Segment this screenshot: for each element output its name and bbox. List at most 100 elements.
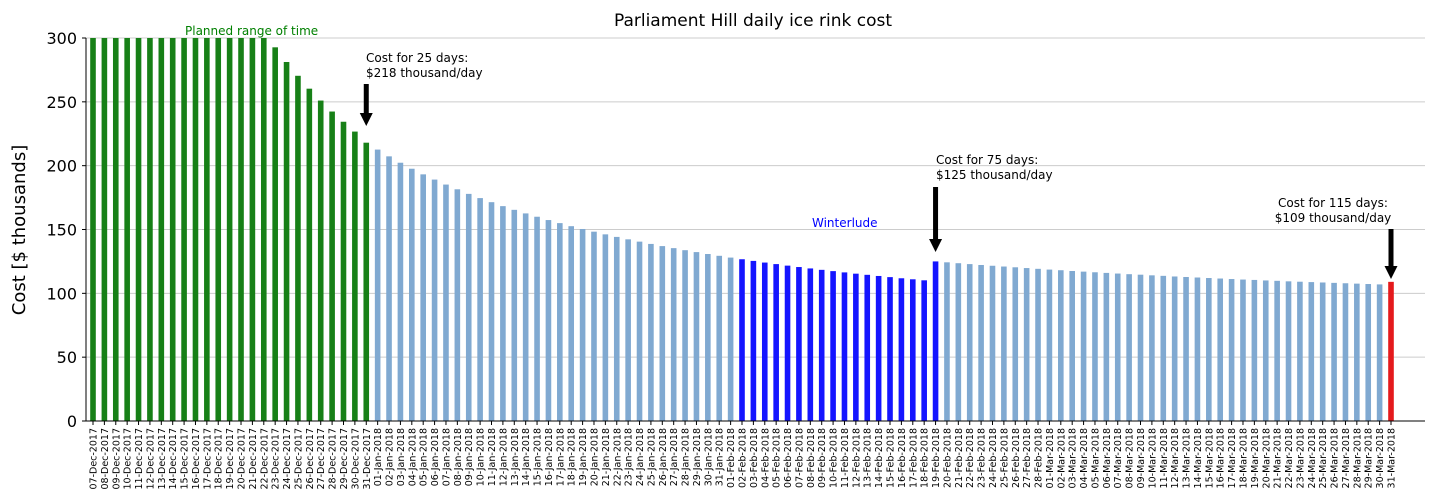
bar-24-Mar-2018 [1308, 282, 1315, 421]
x-tick-label: 06-Feb-2018 [783, 428, 794, 488]
x-tick-label: 07-Jan-2018 [441, 428, 452, 486]
bar-08-Jan-2018 [454, 189, 461, 421]
bar-15-Dec-2017 [181, 38, 187, 421]
x-tick-label: 07-Feb-2018 [794, 428, 805, 488]
x-tick-label: 09-Jan-2018 [464, 428, 475, 486]
bar-17-Dec-2017 [204, 38, 210, 421]
bars [90, 38, 1394, 422]
x-tick-label: 04-Feb-2018 [760, 428, 771, 488]
x-tick-label: 23-Feb-2018 [977, 428, 988, 488]
bar-08-Mar-2018 [1126, 274, 1132, 421]
x-tick-label: 15-Feb-2018 [886, 428, 897, 488]
y-tick-label: 50 [57, 348, 77, 367]
bar-20-Feb-2018 [944, 262, 950, 421]
bar-24-Feb-2018 [989, 265, 996, 421]
bar-15-Jan-2018 [534, 216, 540, 421]
bar-22-Dec-2017 [260, 38, 267, 421]
x-tick-label: 08-Feb-2018 [806, 428, 817, 488]
bar-09-Feb-2018 [818, 269, 825, 421]
planned-range-label: Planned range of time [185, 24, 318, 38]
bar-30-Jan-2018 [705, 254, 711, 421]
y-tick-label: 100 [46, 284, 77, 303]
bar-13-Dec-2017 [158, 38, 165, 421]
x-tick-label: 28-Jan-2018 [681, 428, 692, 486]
annotation-line2: $109 thousand/day [1275, 211, 1392, 225]
x-tick-label: 23-Dec-2017 [271, 428, 282, 490]
y-tick-label: 250 [46, 93, 77, 112]
x-tick-label: 29-Mar-2018 [1364, 428, 1375, 488]
bar-11-Dec-2017 [135, 38, 142, 421]
x-tick-label: 31-Dec-2017 [362, 428, 373, 490]
x-tick-label: 26-Jan-2018 [658, 428, 669, 486]
bar-09-Mar-2018 [1137, 274, 1144, 421]
x-tick-label: 13-Dec-2017 [157, 428, 168, 490]
x-tick-label: 17-Dec-2017 [202, 428, 213, 490]
bar-11-Feb-2018 [841, 272, 848, 421]
x-tick-label: 20-Jan-2018 [589, 428, 600, 486]
x-tick-label: 24-Dec-2017 [282, 428, 293, 490]
x-tick-label: 20-Mar-2018 [1261, 428, 1272, 488]
x-tick-label: 11-Feb-2018 [840, 428, 851, 488]
annotation-3: Cost for 115 days:$109 thousand/day [1275, 196, 1398, 279]
x-tick-label: 27-Jan-2018 [669, 428, 680, 486]
bar-03-Jan-2018 [397, 162, 404, 421]
x-tick-label: 01-Mar-2018 [1045, 428, 1056, 488]
bar-21-Mar-2018 [1274, 280, 1280, 421]
x-tick-label: 03-Feb-2018 [749, 428, 760, 488]
bar-31-Mar-2018 [1388, 281, 1394, 421]
bar-22-Feb-2018 [966, 264, 973, 421]
x-tick-label: 22-Jan-2018 [612, 428, 623, 486]
bar-06-Feb-2018 [784, 265, 791, 421]
annotation-arrow-head [359, 113, 373, 126]
x-tick-label: 19-Feb-2018 [931, 428, 942, 488]
bar-13-Jan-2018 [511, 209, 518, 421]
y-tick-labels: 0 50 100 150 200 250 300 [46, 29, 86, 431]
chart-title: Parliament Hill daily ice rink cost [614, 11, 892, 31]
bar-18-Jan-2018 [568, 226, 575, 421]
annotation-2: Cost for 75 days:$125 thousand/day [929, 153, 1053, 252]
annotation-arrow-head [929, 239, 943, 252]
x-tick-label: 31-Jan-2018 [715, 428, 726, 486]
bar-04-Mar-2018 [1080, 271, 1087, 421]
bar-05-Mar-2018 [1092, 272, 1098, 421]
bar-17-Mar-2018 [1228, 279, 1235, 421]
bar-21-Feb-2018 [955, 263, 962, 421]
x-tick-label: 13-Mar-2018 [1182, 428, 1193, 488]
x-tick-label: 11-Jan-2018 [487, 428, 498, 486]
x-tick-label: 16-Feb-2018 [897, 428, 908, 488]
x-tick-label: 19-Mar-2018 [1250, 428, 1261, 488]
bar-31-Dec-2017 [363, 142, 370, 422]
x-tick-label: 27-Feb-2018 [1022, 428, 1033, 488]
bar-18-Dec-2017 [215, 38, 222, 421]
y-axis-label: Cost [$ thousands] [9, 145, 30, 315]
bar-01-Jan-2018 [374, 149, 381, 421]
x-tick-label: 27-Mar-2018 [1341, 428, 1352, 488]
x-tick-label: 21-Jan-2018 [601, 428, 612, 486]
bar-25-Jan-2018 [648, 243, 654, 421]
x-tick-label: 17-Feb-2018 [908, 428, 919, 488]
x-tick-label: 26-Mar-2018 [1330, 428, 1341, 488]
x-tick-label: 19-Jan-2018 [578, 428, 589, 486]
x-tick-label: 26-Dec-2017 [305, 428, 316, 490]
bar-24-Dec-2017 [283, 62, 290, 421]
bar-15-Feb-2018 [887, 277, 893, 421]
bar-05-Feb-2018 [773, 264, 779, 421]
bar-18-Feb-2018 [921, 280, 927, 421]
bar-19-Mar-2018 [1251, 279, 1258, 421]
bar-06-Jan-2018 [431, 179, 438, 421]
bar-06-Mar-2018 [1103, 272, 1110, 421]
annotation-arrow-shaft [933, 187, 939, 240]
bar-20-Mar-2018 [1262, 280, 1269, 421]
y-tick-label: 200 [46, 157, 77, 176]
bar-29-Jan-2018 [693, 252, 700, 421]
bar-02-Feb-2018 [739, 259, 745, 421]
bar-21-Jan-2018 [602, 234, 609, 421]
x-tick-label: 24-Mar-2018 [1307, 428, 1318, 488]
x-tick-label: 25-Dec-2017 [293, 428, 304, 490]
x-tick-label: 12-Mar-2018 [1170, 428, 1181, 488]
x-tick-label: 21-Dec-2017 [248, 428, 259, 490]
x-tick-label: 22-Feb-2018 [965, 428, 976, 488]
bar-04-Jan-2018 [409, 168, 415, 421]
x-tick-label: 23-Jan-2018 [624, 428, 635, 486]
